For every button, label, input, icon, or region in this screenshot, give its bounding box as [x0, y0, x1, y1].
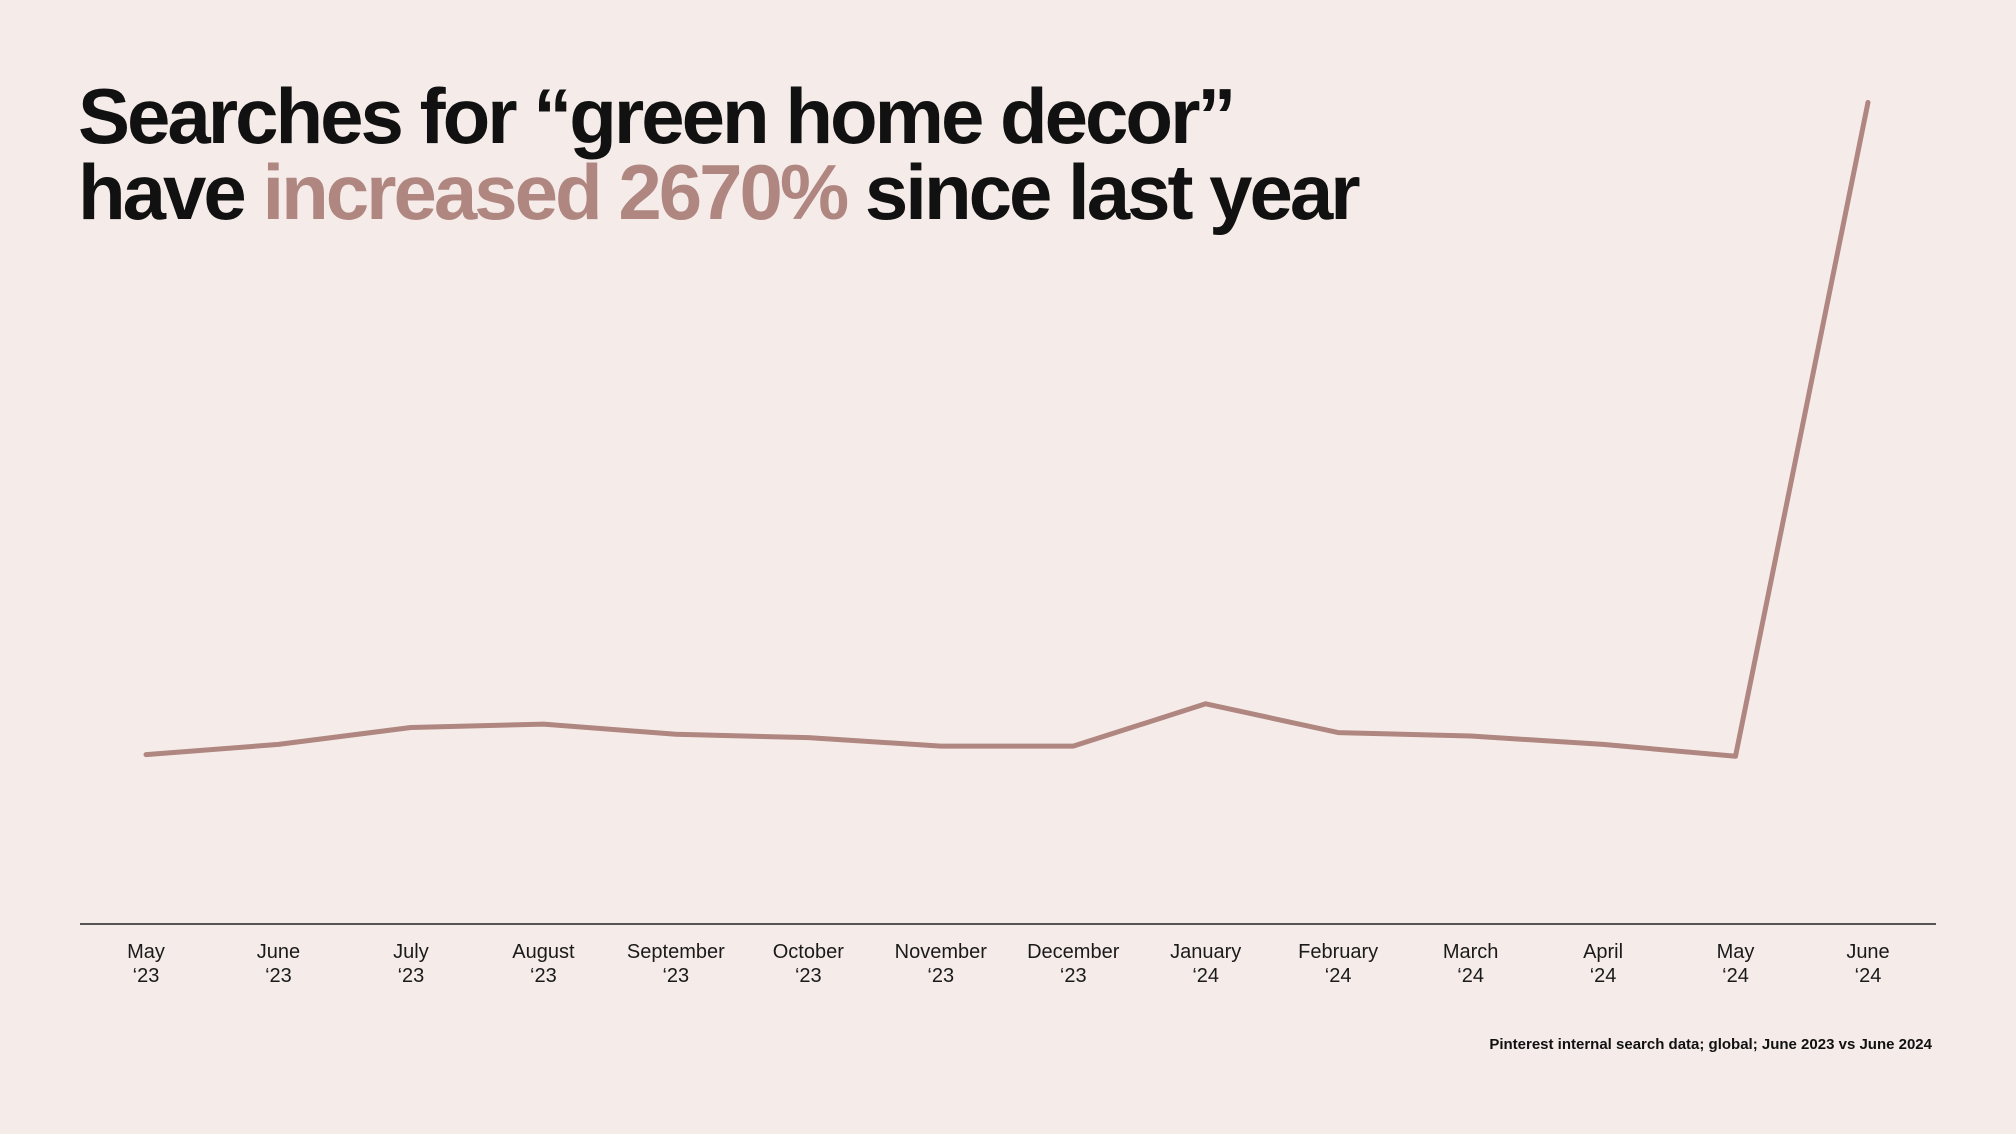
series-line [143, 99, 1871, 759]
x-tick-year: ‘24 [1457, 965, 1484, 987]
x-tick-year: ‘24 [1325, 965, 1352, 987]
x-tick-label: June ‘24 [1846, 941, 1889, 987]
x-tick-month: May [127, 941, 165, 963]
headline-line-2-suffix: since last year [846, 148, 1361, 236]
x-tick-year: ‘23 [398, 965, 425, 987]
x-tick-month: March [1443, 941, 1499, 963]
x-tick-month: April [1583, 941, 1623, 963]
x-tick-year: ‘24 [1590, 965, 1617, 987]
x-tick-year: ‘23 [795, 965, 822, 987]
x-tick-year: ‘24 [1855, 965, 1882, 987]
x-tick-month: December [1027, 941, 1120, 963]
headline-highlight: increased 2670% [262, 148, 849, 236]
x-tick-month: August [512, 941, 575, 963]
x-tick-label: March ‘24 [1443, 941, 1499, 987]
x-tick-label: February ‘24 [1298, 941, 1378, 987]
x-tick-month: June [257, 941, 300, 963]
x-tick-label: September ‘23 [627, 941, 725, 987]
x-tick-month: September [627, 941, 725, 963]
x-tick-label: June ‘23 [257, 941, 300, 987]
x-tick-label: April ‘24 [1583, 941, 1623, 987]
x-tick-year: ‘24 [1192, 965, 1219, 987]
x-tick-label: November ‘23 [895, 941, 988, 987]
x-tick-month: June [1846, 941, 1889, 963]
x-tick-month: November [895, 941, 988, 963]
x-tick-label: October ‘23 [773, 941, 844, 987]
x-tick-year: ‘24 [1722, 965, 1749, 987]
x-tick-label: May ‘23 [127, 941, 165, 987]
headline-line-2: have increased 2670% since last year [78, 153, 1361, 231]
x-tick-month: July [393, 941, 429, 963]
headline-line-2-prefix: have [78, 148, 263, 236]
x-tick-year: ‘23 [662, 965, 689, 987]
chart-headline: Searches for “green home decor” have inc… [78, 72, 1361, 231]
x-tick-year: ‘23 [133, 965, 160, 987]
x-tick-label: December ‘23 [1027, 941, 1120, 987]
x-tick-year: ‘23 [1060, 965, 1087, 987]
x-tick-month: May [1717, 941, 1755, 963]
x-tick-month: January [1170, 941, 1241, 963]
x-tick-year: ‘23 [927, 965, 954, 987]
x-tick-label: January ‘24 [1170, 941, 1241, 987]
x-tick-year: ‘23 [530, 965, 557, 987]
x-tick-label: July ‘23 [393, 941, 429, 987]
x-tick-label: May ‘24 [1717, 941, 1755, 987]
x-tick-year: ‘23 [265, 965, 292, 987]
x-tick-month: February [1298, 941, 1378, 963]
x-tick-month: October [773, 941, 844, 963]
source-note: Pinterest internal search data; global; … [1489, 1036, 1932, 1053]
x-tick-label: August ‘23 [512, 941, 575, 987]
headline-line-1: Searches for “green home decor” [78, 72, 1236, 160]
